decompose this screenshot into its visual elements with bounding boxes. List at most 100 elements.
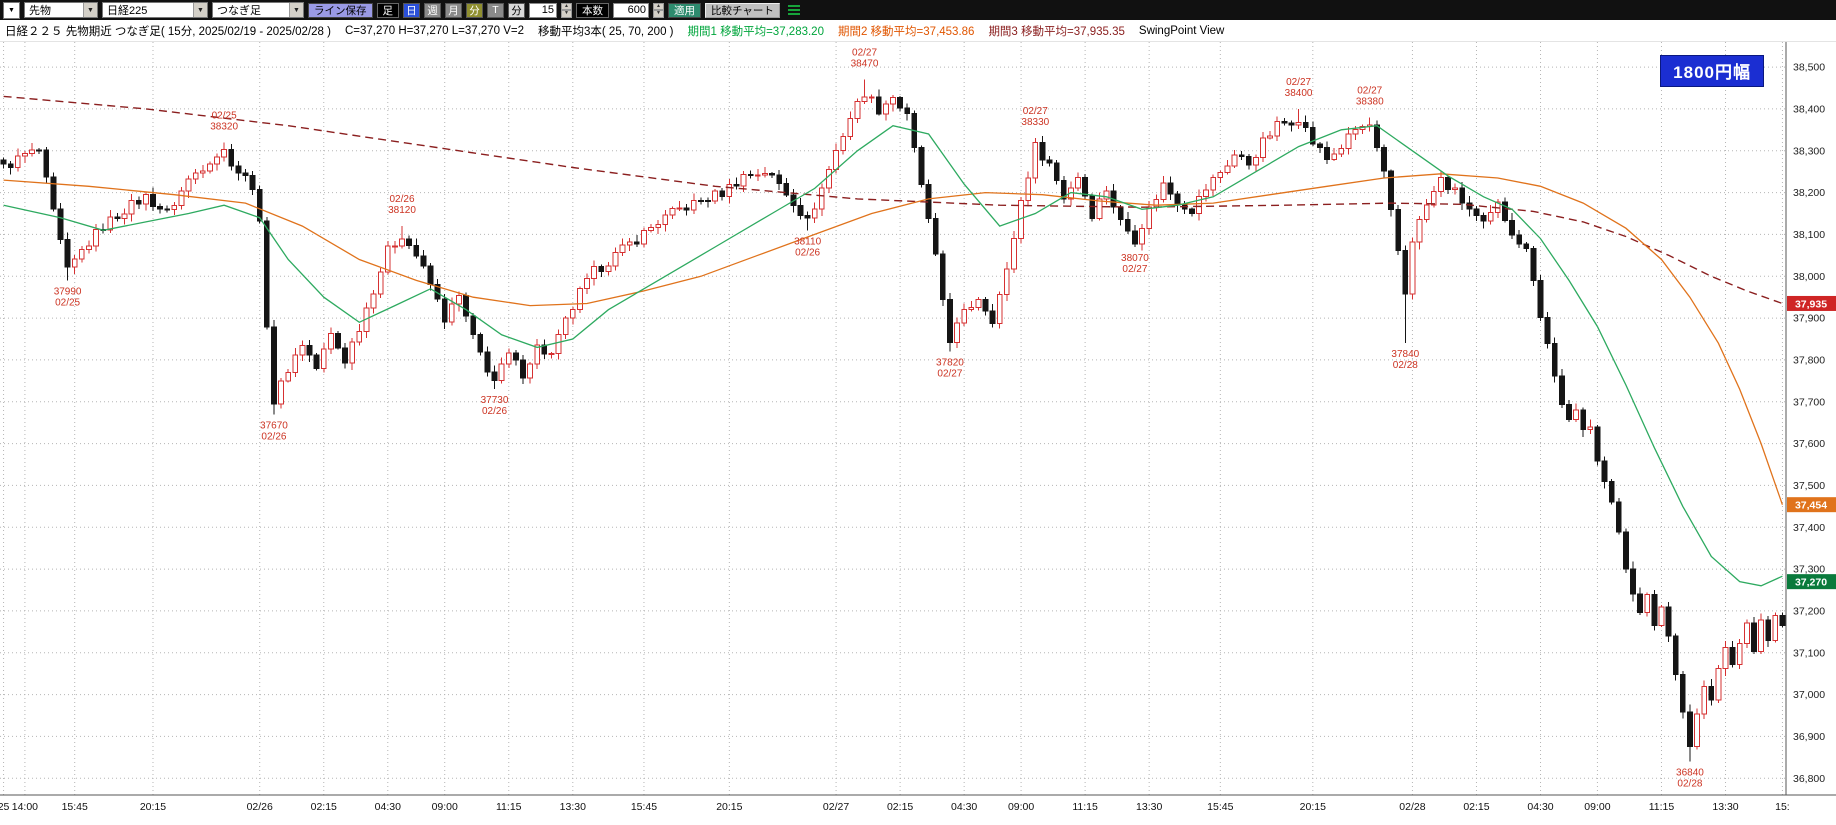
svg-text:37,800: 37,800 [1793,354,1825,366]
ohlc-values: C=37,270 H=37,270 L=37,270 V=2 [344,24,524,37]
svg-text:37,600: 37,600 [1793,438,1825,450]
svg-text:38,200: 38,200 [1793,187,1825,199]
period-group-label: 足 [376,2,399,18]
svg-text:38,300: 38,300 [1793,145,1825,157]
svg-text:37,700: 37,700 [1793,396,1825,408]
svg-text:38330: 38330 [1021,117,1049,128]
svg-text:37730: 37730 [481,395,509,406]
chart-type-select-value: つなぎ足 [217,5,261,17]
svg-text:02/27: 02/27 [937,369,962,380]
price-markers: 37,935 37,454 37,270 [1787,295,1836,590]
svg-text:37,000: 37,000 [1793,689,1825,701]
svg-text:02/27: 02/27 [823,801,849,813]
svg-text:02/27: 02/27 [1357,85,1382,96]
svg-text:38470: 38470 [851,59,879,70]
svg-text:13:30: 13:30 [560,801,586,813]
svg-text:37,454: 37,454 [1795,499,1827,511]
svg-text:04:30: 04:30 [1527,801,1553,813]
swingpoint-view-label: SwingPoint View [1138,24,1225,37]
info-bar: 日経２２５ 先物期近 つなぎ足( 15分, 2025/02/19 - 2025/… [0,20,1836,42]
ma-line [3,173,1784,505]
ma2-value: 期間2 移動平均=37,453.86 [837,25,975,38]
svg-text:38400: 38400 [1285,88,1313,99]
bars-stepper[interactable]: ▲ ▼ [653,2,664,18]
symbol-select[interactable]: 日経225 ▼ [102,2,208,18]
svg-text:02/27: 02/27 [1122,264,1147,275]
candlestick-chart[interactable]: 38,500 38,400 38,300 38,200 38,100 38,000 37,9… [0,42,1836,825]
chart-title: 日経２２５ 先物期近 つなぎ足( 15分, 2025/02/19 - 2025/… [5,25,331,38]
svg-text:02/25: 02/25 [55,297,80,308]
chevron-down-icon: ▼ [289,3,303,17]
period-tick-button[interactable]: T [487,2,504,18]
svg-text:37,935: 37,935 [1795,298,1827,310]
ma-line [3,125,1783,587]
candlestick-series [0,79,1786,762]
chevron-down-icon: ▼ [83,3,97,17]
instrument-select[interactable]: 先物 ▼ [24,2,98,18]
svg-text:02/27: 02/27 [1023,106,1048,117]
svg-text:37990: 37990 [54,286,82,297]
svg-text:11:15: 11:15 [1649,801,1675,813]
svg-text:02:15: 02:15 [311,801,337,813]
svg-text:09:00: 09:00 [432,801,458,813]
y-axis-labels: 38,500 38,400 38,300 38,200 38,100 38,000 37,9… [1793,62,1825,785]
compare-chart-button[interactable]: 比較チャート [705,2,780,18]
svg-text:37670: 37670 [260,420,288,431]
svg-text:38110: 38110 [794,236,822,247]
svg-text:02/26: 02/26 [247,801,273,813]
svg-text:38120: 38120 [388,205,416,216]
chart-area[interactable]: 38,500 38,400 38,300 38,200 38,100 38,000 37,9… [0,42,1836,825]
svg-text:02/27: 02/27 [852,48,877,59]
indicator-menu-icon[interactable] [787,5,800,15]
svg-text:04:30: 04:30 [375,801,401,813]
instrument-select-value: 先物 [29,5,51,17]
interval-input[interactable] [529,2,557,18]
svg-text:02/26: 02/26 [795,247,820,258]
svg-text:37,400: 37,400 [1793,522,1825,534]
svg-text:02/28: 02/28 [1677,779,1702,790]
svg-text:38320: 38320 [210,121,238,132]
svg-text:02/27: 02/27 [1286,77,1311,88]
svg-text:02/26: 02/26 [261,431,286,442]
interval-stepper[interactable]: ▲ ▼ [561,2,572,18]
price-range-badge: 1800円幅 [1660,55,1764,87]
svg-text:13:30: 13:30 [1136,801,1162,813]
grid-lines [0,42,1786,795]
svg-text:02/25: 02/25 [212,110,237,121]
mini-dropdown-button[interactable]: ▼ [3,1,20,19]
svg-text:02/26: 02/26 [390,194,415,205]
period-week-button[interactable]: 週 [424,2,441,18]
chevron-down-icon: ▼ [193,3,207,17]
ma1-value: 期間1 移動平均=37,283.20 [687,25,824,38]
period-day-button[interactable]: 日 [403,2,420,18]
svg-text:37,500: 37,500 [1793,480,1825,492]
period-month-button[interactable]: 月 [445,2,462,18]
svg-text:20:15: 20:15 [1300,801,1326,813]
bars-input[interactable] [613,2,649,18]
svg-text:02/28: 02/28 [1393,360,1418,371]
svg-text:38,500: 38,500 [1793,62,1825,74]
ma-line [3,95,1783,305]
line-save-button[interactable]: ライン保存 [308,2,373,18]
svg-text:37,270: 37,270 [1795,576,1827,588]
svg-text:15:45: 15:45 [1207,801,1233,813]
svg-text:14:00: 14:00 [12,801,38,813]
plot-border [0,42,1836,796]
ma-settings-label: 移動平均3本( 25, 70, 200 ) [538,25,674,38]
period-minute-button[interactable]: 分 [466,2,483,18]
svg-text:36,800: 36,800 [1793,773,1825,785]
chart-type-select[interactable]: つなぎ足 ▼ [212,2,304,18]
bars-label: 本数 [576,2,609,18]
swing-annotations: 02/25383203799002/2502/26381203767002/26… [54,48,1705,790]
svg-text:02:15: 02:15 [1463,801,1489,813]
svg-text:38,000: 38,000 [1793,271,1825,283]
svg-text:11:15: 11:15 [496,801,522,813]
svg-text:09:00: 09:00 [1008,801,1034,813]
period-minute2-button[interactable]: 分 [508,2,525,18]
svg-text:25: 25 [0,801,10,813]
apply-button[interactable]: 適用 [668,2,701,18]
svg-text:38,100: 38,100 [1793,229,1825,241]
svg-text:38,400: 38,400 [1793,103,1825,115]
svg-text:13:30: 13:30 [1712,801,1738,813]
